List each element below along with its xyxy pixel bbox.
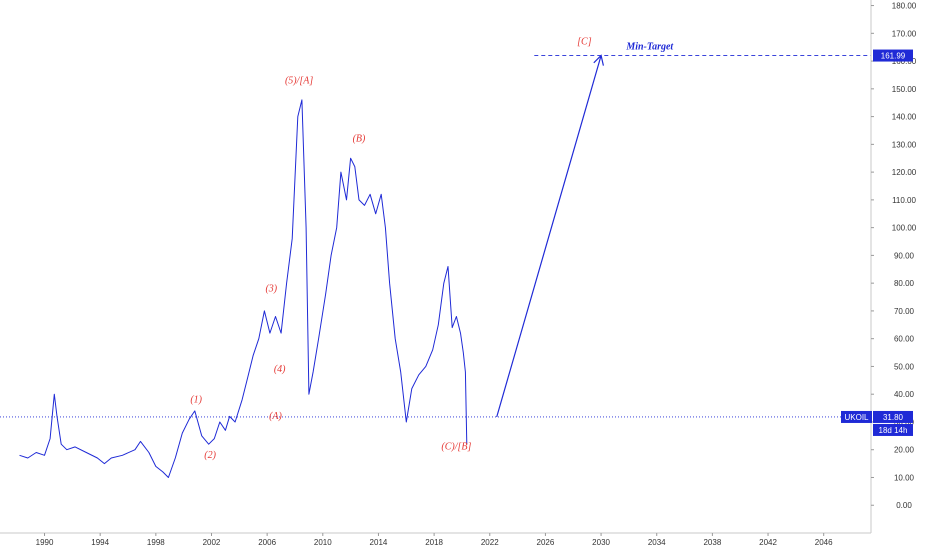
price-tag-31.80 [873,410,913,423]
wave-label: (4) [274,364,286,375]
y-tick-label: 160.00 [892,57,917,66]
target-label: Min-Target [625,42,674,53]
x-tick-label: 1990 [36,538,54,547]
y-tick-label: 70.00 [894,307,915,316]
x-tick-label: 2018 [425,538,443,547]
x-tick-label: 2038 [703,538,721,547]
price-tag-label: 31.80 [883,413,904,422]
y-tick-label: 20.00 [894,446,915,455]
x-tick-label: 2006 [258,538,276,547]
symbol-tag-label: UKOIL [844,413,869,422]
price-line [19,99,468,478]
wave-label: (A) [269,411,282,422]
countdown-tag [873,423,913,436]
symbol-tag [841,410,872,423]
y-tick-label: 100.00 [892,224,917,233]
y-tick-label: 130.00 [892,140,917,149]
x-tick-label: 1994 [91,538,109,547]
y-tick-label: 80.00 [894,279,915,288]
y-tick-label: 170.00 [892,29,917,38]
y-tick-label: 60.00 [894,335,915,344]
wave-label: (C)/[B] [441,442,471,453]
x-tick-label: 2030 [592,538,610,547]
x-tick-label: 2042 [759,538,777,547]
wave-label: (1) [190,395,202,406]
price-tag-161.99 [873,49,913,62]
y-tick-label: 90.00 [894,251,915,260]
y-tick-label: 40.00 [894,390,915,399]
x-tick-label: 2034 [648,538,666,547]
x-tick-label: 2002 [203,538,221,547]
x-tick-label: 2046 [815,538,833,547]
y-tick-label: 140.00 [892,113,917,122]
wave-label: [C] [577,36,592,47]
y-tick-label: 150.00 [892,85,917,94]
x-axis[interactable]: 1990 1994 1998 2002 2006 2010 2014 2018 2022 2026… [36,533,834,547]
wave-label: (B) [353,134,366,145]
y-axis[interactable]: 0.0010.0020.0030.0040.0050.0060.0070.008… [871,2,917,511]
x-tick-label: 2026 [537,538,555,547]
x-tick-label: 1998 [147,538,165,547]
x-tick-label: 2014 [370,538,388,547]
projection-line [496,55,602,418]
price-tags: 161.99 31.80 UKOIL 18d 14h [841,49,913,436]
y-tick-label: 120.00 [892,168,917,177]
y-tick-label: 50.00 [894,362,915,371]
x-tick-label: 2022 [481,538,499,547]
wave-label: (3) [265,283,277,294]
y-tick-label: 110.00 [892,196,916,205]
x-tick-label: 2010 [314,538,332,547]
annotations: (1) (2) (3) (4) (5)/[A] (A) (B) (C)/[B] [C] Min-T… [190,36,674,461]
y-tick-label: 10.00 [894,473,915,482]
countdown-label: 18d 14h [879,426,908,435]
price-tag-label: 161.99 [881,52,906,61]
wave-label: (2) [204,450,216,461]
wave-label: (5)/[A] [285,75,313,86]
plot-area [0,0,871,533]
reference-lines [0,55,871,418]
y-tick-label: 0.00 [896,501,912,510]
y-tick-label: 180.00 [892,2,917,11]
